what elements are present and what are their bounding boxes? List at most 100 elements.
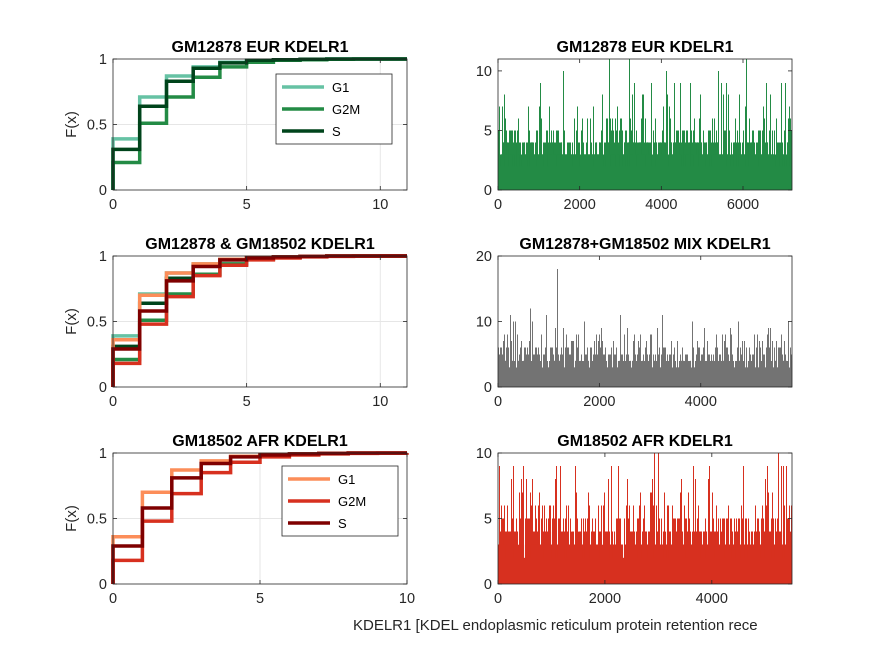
x-tick-label: 6000	[727, 197, 759, 213]
histogram-bar	[733, 367, 735, 387]
histogram-bar	[709, 367, 711, 387]
histogram-bar	[635, 360, 637, 387]
histogram-bar	[701, 373, 703, 387]
histogram-bar	[534, 154, 536, 190]
histogram-bar	[652, 166, 654, 190]
histogram-bar	[665, 154, 667, 190]
histogram-bar	[672, 373, 674, 387]
histogram-bar	[730, 367, 732, 387]
histogram-bar	[736, 544, 738, 584]
histogram-bar	[670, 360, 672, 387]
histogram-bar	[596, 544, 598, 584]
x-tick-label: 10	[372, 197, 388, 213]
histogram-bar	[772, 154, 774, 190]
histogram-bar	[561, 367, 563, 387]
histogram-bar	[537, 367, 539, 387]
histogram-bar	[586, 544, 588, 584]
x-tick-label: 5	[243, 394, 251, 410]
histogram-bar	[570, 367, 572, 387]
histogram-bar	[719, 154, 721, 190]
histogram-bar	[734, 142, 736, 190]
histogram-bar	[658, 367, 660, 387]
histogram-bar	[732, 367, 734, 387]
histogram-bar	[737, 154, 739, 190]
histogram-bar	[608, 367, 610, 387]
histogram-bar	[670, 544, 672, 584]
histogram-bar	[754, 154, 756, 190]
histogram-bar	[524, 373, 526, 387]
histogram-bar	[553, 544, 555, 584]
histogram-bar	[668, 367, 670, 387]
histogram-bar	[787, 367, 789, 387]
histogram-bar	[780, 367, 782, 387]
histogram-bar	[725, 557, 727, 584]
histogram-bar	[690, 360, 692, 387]
histogram-bar	[673, 154, 675, 190]
histogram-bar	[718, 142, 720, 190]
histogram-bar	[508, 166, 510, 190]
histogram-bar	[574, 367, 576, 387]
histogram-bar	[555, 367, 557, 387]
histogram-bar	[776, 367, 778, 387]
histogram-bar	[577, 154, 579, 190]
histogram-bar	[712, 360, 714, 387]
histogram-bar	[789, 544, 791, 584]
histogram-bar	[706, 531, 708, 584]
histogram-bar	[648, 154, 650, 190]
histogram-bar	[569, 367, 571, 387]
histogram-bar	[570, 531, 572, 584]
histogram-bar	[723, 544, 725, 584]
histogram-bar	[586, 367, 588, 387]
histogram-bar	[510, 367, 512, 387]
histogram-bar	[708, 367, 710, 387]
histogram-bar	[763, 544, 765, 584]
histogram-bar	[500, 544, 502, 584]
histogram-bar	[713, 544, 715, 584]
histogram-bar	[628, 373, 630, 387]
histogram-bar	[526, 557, 528, 584]
histogram-bar	[675, 544, 677, 584]
histogram-bar	[525, 373, 527, 387]
histogram-bar	[576, 367, 578, 387]
histogram-bar	[527, 166, 529, 190]
histogram-bar	[755, 154, 757, 190]
histogram-bar	[590, 544, 592, 584]
histogram-bar	[781, 531, 783, 584]
histogram-bar	[626, 154, 628, 190]
histogram-bar	[516, 544, 518, 584]
histogram-bar	[758, 367, 760, 387]
histogram-bar	[498, 360, 500, 387]
histogram-bar	[503, 367, 505, 387]
histogram-bar	[628, 557, 630, 584]
histogram-bar	[787, 544, 789, 584]
histogram-bar	[789, 166, 791, 190]
histogram-bar	[529, 373, 531, 387]
histogram-bar	[743, 154, 745, 190]
legend: G1 G2M S	[275, 73, 393, 145]
histogram-bar	[681, 166, 683, 190]
histogram-bar	[667, 373, 669, 387]
histogram-bar	[650, 544, 652, 584]
histogram-bar	[774, 154, 776, 190]
histogram-bar	[760, 373, 762, 387]
histogram-bar	[627, 367, 629, 387]
panel-title: GM18502 AFR KDELR1	[172, 433, 348, 450]
histogram-bar	[505, 557, 507, 584]
histogram-bar	[755, 544, 757, 584]
histogram-bar	[724, 154, 726, 190]
histogram-bar	[530, 154, 532, 190]
histogram-bar	[507, 360, 509, 387]
histogram-bar	[590, 142, 592, 190]
histogram-bar	[584, 557, 586, 584]
histogram-bar	[651, 367, 653, 387]
histogram-bar	[631, 544, 633, 584]
histogram-bar	[520, 367, 522, 387]
histogram-bar	[754, 367, 756, 387]
histogram-bar	[770, 544, 772, 584]
histogram-bar	[654, 557, 656, 584]
histogram-bar	[599, 142, 601, 190]
histogram-bar	[551, 557, 553, 584]
histogram-bar	[530, 373, 532, 387]
histogram-bar	[682, 360, 684, 387]
histogram-bar	[581, 531, 583, 584]
